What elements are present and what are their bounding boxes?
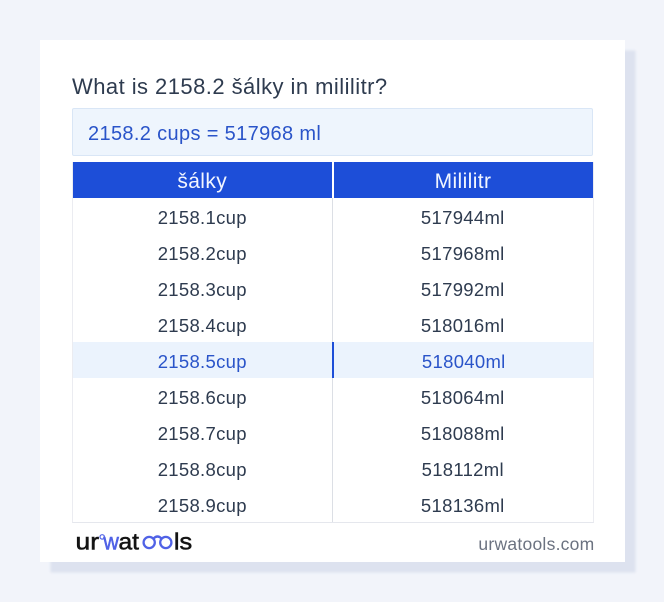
svg-text:ur: ur <box>76 529 100 555</box>
svg-text:ls: ls <box>174 529 192 555</box>
svg-text:at: at <box>119 529 140 555</box>
svg-text:w: w <box>102 529 119 555</box>
